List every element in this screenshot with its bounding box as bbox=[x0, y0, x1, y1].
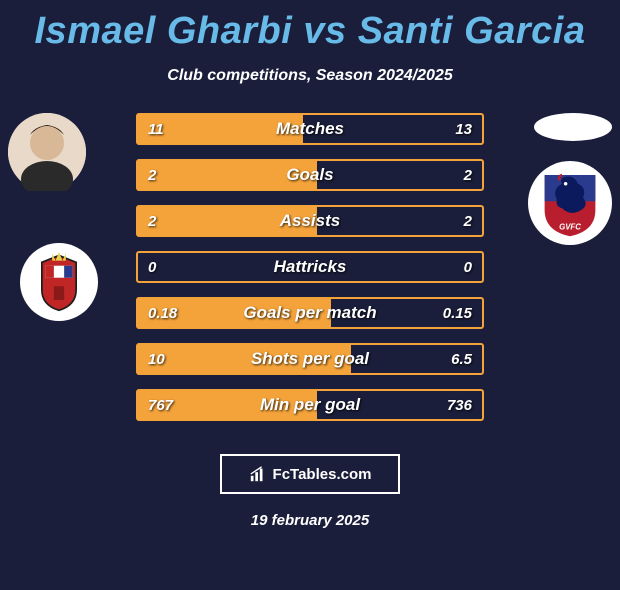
stat-value-right: 736 bbox=[447, 397, 472, 414]
stat-bar-fill bbox=[138, 207, 317, 235]
stat-value-left: 0 bbox=[148, 259, 156, 276]
stat-row: 0.180.15Goals per match bbox=[136, 297, 484, 329]
page-title: Ismael Gharbi vs Santi Garcia bbox=[0, 10, 620, 53]
chart-icon bbox=[249, 465, 267, 483]
player-right-avatar bbox=[534, 113, 612, 141]
svg-text:GVFC: GVFC bbox=[559, 222, 581, 231]
stat-bar-fill bbox=[138, 299, 331, 327]
stat-row: 22Goals bbox=[136, 159, 484, 191]
club-left-badge bbox=[20, 243, 98, 321]
stat-value-right: 0 bbox=[464, 259, 472, 276]
stat-value-right: 6.5 bbox=[451, 351, 472, 368]
stat-bar-fill bbox=[138, 161, 317, 189]
stat-bar-fill bbox=[138, 345, 351, 373]
date-label: 19 february 2025 bbox=[0, 512, 620, 529]
player-left-avatar bbox=[8, 113, 86, 191]
club-right-badge: GVFC bbox=[528, 161, 612, 245]
brand-label: FcTables.com bbox=[273, 466, 372, 483]
comparison-panel: GVFC 1113Matches 22Goals 22Assists 0 0Hattri… bbox=[0, 113, 620, 453]
person-icon bbox=[8, 113, 86, 191]
stat-value-right: 13 bbox=[455, 121, 472, 138]
stat-row: 0 0Hattricks bbox=[136, 251, 484, 283]
stat-bar-fill bbox=[138, 391, 317, 419]
stat-row: 22Assists bbox=[136, 205, 484, 237]
stat-row: 1113Matches bbox=[136, 113, 484, 145]
stat-label: Hattricks bbox=[138, 257, 482, 277]
stat-value-right: 0.15 bbox=[443, 305, 472, 322]
stat-row: 767736Min per goal bbox=[136, 389, 484, 421]
stat-bar-fill bbox=[138, 115, 303, 143]
stat-row: 106.5Shots per goal bbox=[136, 343, 484, 375]
shield-icon bbox=[33, 252, 85, 312]
stat-value-right: 2 bbox=[464, 213, 472, 230]
stats-bars: 1113Matches 22Goals 22Assists 0 0Hattricks 0.… bbox=[136, 113, 484, 435]
stat-value-right: 2 bbox=[464, 167, 472, 184]
shield-icon: GVFC bbox=[539, 168, 601, 238]
brand-box: FcTables.com bbox=[220, 454, 400, 494]
subtitle: Club competitions, Season 2024/2025 bbox=[0, 67, 620, 85]
